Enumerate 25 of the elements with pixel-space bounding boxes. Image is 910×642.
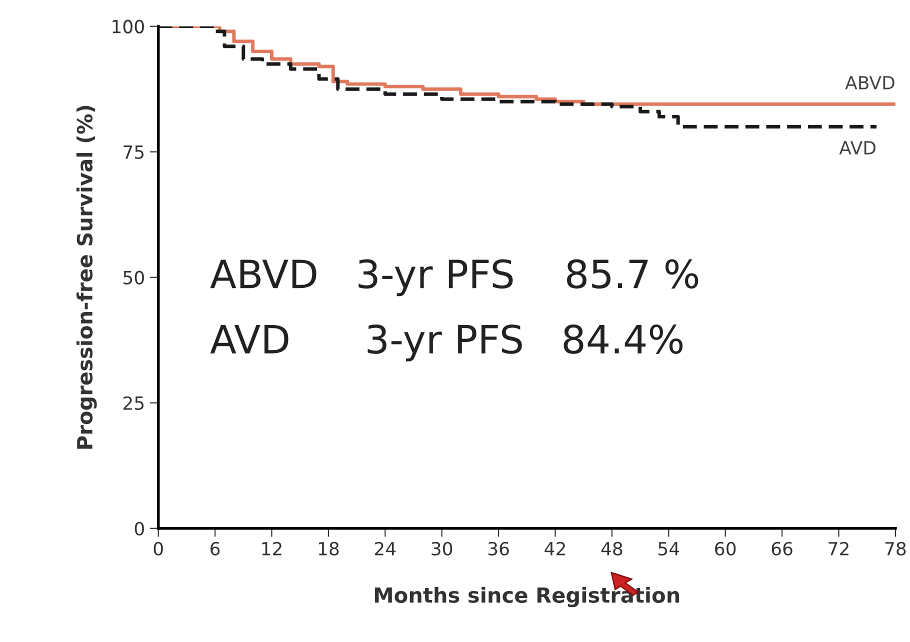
series-label: ABVD (845, 76, 894, 90)
x-tick-label: 72 (828, 542, 848, 556)
series-label: AVD (839, 141, 876, 154)
x-axis-title: Months since Registration (375, 586, 680, 608)
x-tick-label: 36 (488, 542, 509, 556)
x-tick-label: 18 (318, 542, 339, 556)
x-tick-label: 24 (374, 542, 396, 556)
y-tick-label: 75 (124, 146, 144, 159)
annotation: ABVD 3-yr PFS 85.7 % (210, 259, 698, 296)
x-tick-label: 6 (210, 542, 220, 556)
x-tick-label: 54 (658, 542, 680, 556)
x-tick-label: 0 (154, 542, 163, 556)
x-tick-label: 42 (544, 542, 565, 556)
x-tick-label: 60 (715, 542, 736, 556)
y-axis-title: Progression-free Survival (%) (76, 106, 97, 449)
y-tick-label: 100 (112, 20, 144, 34)
x-tick-label: 66 (772, 542, 792, 556)
x-tick-label: 48 (601, 542, 622, 556)
x-tick-label: 12 (262, 542, 282, 556)
y-tick-label: 50 (124, 270, 144, 284)
y-tick-label: 25 (123, 396, 144, 410)
x-tick-label: 78 (885, 542, 906, 556)
y-tick-label: 0 (134, 522, 144, 536)
annotation: AVD 3-yr PFS 84.4% (210, 324, 683, 362)
x-tick-label: 30 (432, 542, 452, 556)
